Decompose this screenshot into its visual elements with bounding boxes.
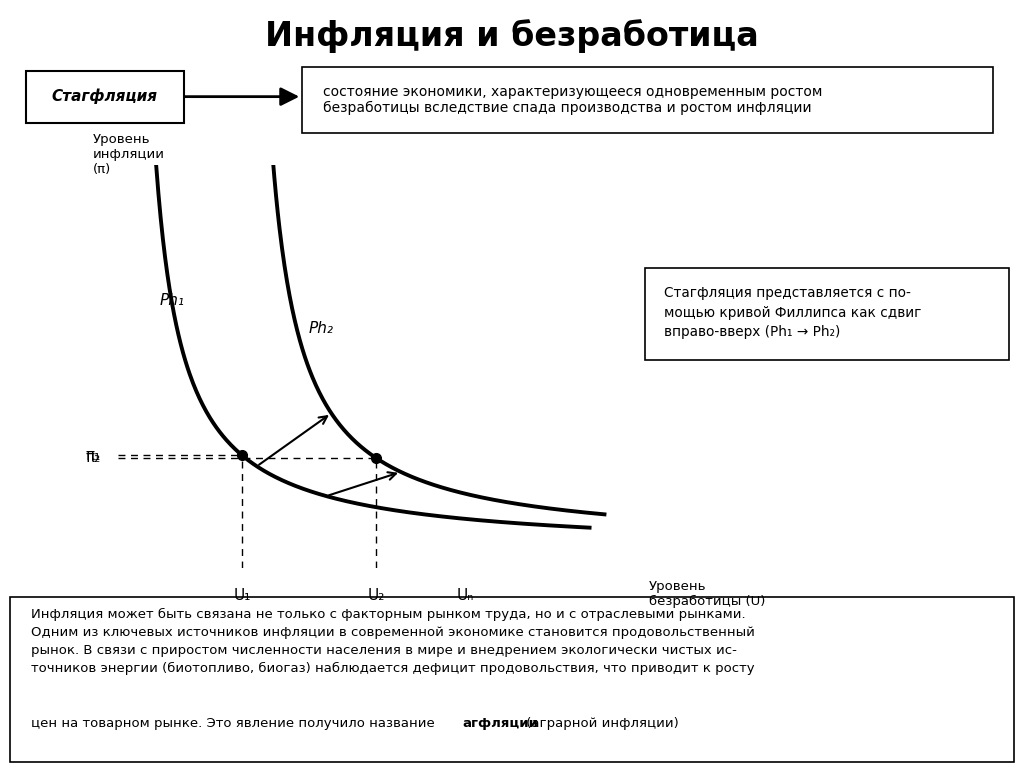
Text: агфляции: агфляции [463, 717, 539, 730]
FancyBboxPatch shape [645, 268, 1009, 360]
Text: π₂: π₂ [85, 450, 100, 466]
FancyBboxPatch shape [302, 67, 993, 133]
Text: Уровень
инфляции
(π): Уровень инфляции (π) [93, 133, 165, 176]
Text: (аграрной инфляции): (аграрной инфляции) [522, 717, 679, 730]
FancyBboxPatch shape [26, 71, 184, 123]
Text: π₁: π₁ [85, 448, 100, 463]
Text: состояние экономики, характеризующееся одновременным ростом
безработицы вследств: состояние экономики, характеризующееся о… [323, 84, 822, 115]
Text: Ph₁: Ph₁ [160, 293, 185, 308]
FancyBboxPatch shape [10, 597, 1014, 762]
Text: Инфляция может быть связана не только с факторным рынком труда, но и с отраслевы: Инфляция может быть связана не только с … [31, 607, 755, 675]
Text: Стагфляция: Стагфляция [51, 89, 158, 104]
Text: Стагфляция представляется с по-
мощью кривой Филлипса как сдвиг
вправо-вверх (Ph: Стагфляция представляется с по- мощью кр… [664, 286, 921, 340]
Text: Uₙ: Uₙ [457, 588, 474, 603]
Text: Ph₂: Ph₂ [309, 321, 334, 336]
Text: U₁: U₁ [233, 588, 251, 603]
Text: цен на товарном рынке. Это явление получило название: цен на товарном рынке. Это явление получ… [31, 717, 438, 730]
Text: U₂: U₂ [368, 588, 385, 603]
Text: Уровень
безработицы (U): Уровень безработицы (U) [649, 580, 766, 607]
Text: Инфляция и безработица: Инфляция и безработица [265, 19, 759, 53]
